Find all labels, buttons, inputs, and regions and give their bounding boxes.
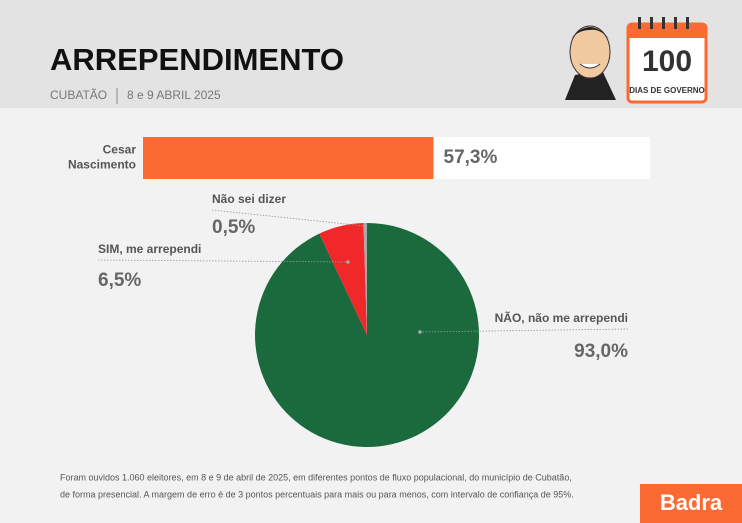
leader-dot xyxy=(363,224,367,228)
leader-line xyxy=(97,259,349,263)
city: CUBATÃO xyxy=(50,88,107,102)
pie-slice xyxy=(319,223,367,335)
value-label: 57,3% xyxy=(444,147,498,168)
portrait xyxy=(565,25,616,100)
pie-slice xyxy=(363,223,367,335)
slice-value: 0,5% xyxy=(212,217,255,238)
badge-label: DIAS DE GOVERNO xyxy=(629,86,705,95)
badge-number: 100 xyxy=(642,45,692,78)
footnote-line: de forma presencial. A margem de erro é … xyxy=(60,489,574,499)
leader-dot xyxy=(418,330,422,334)
slice-value: 6,5% xyxy=(98,270,141,291)
slice-label: Não sei dizer xyxy=(212,192,286,206)
slice-label: NÃO, não me arrependi xyxy=(495,310,628,325)
slice-label: SIM, me arrependi xyxy=(98,242,201,256)
leader-dot xyxy=(346,260,350,264)
pie-slice xyxy=(254,223,479,448)
charts: Cesar Nascimento 57,3% NÃO, não me arrepend… xyxy=(68,137,650,448)
footnote-line: Foram ouvidos 1.060 eleitores, em 8 e 9 … xyxy=(60,472,572,482)
logo: Badra xyxy=(660,490,723,515)
title: ARREPENDIMENTO xyxy=(50,42,344,77)
bar xyxy=(143,137,434,179)
logo-box xyxy=(640,484,742,523)
slice-value: 93,0% xyxy=(574,341,628,362)
category-label: Cesar Nascimento xyxy=(68,143,136,172)
badge: 100 DIAS DE GOVERNO xyxy=(626,17,708,104)
header-band xyxy=(0,0,742,108)
date: 8 e 9 ABRIL 2025 xyxy=(127,88,221,102)
